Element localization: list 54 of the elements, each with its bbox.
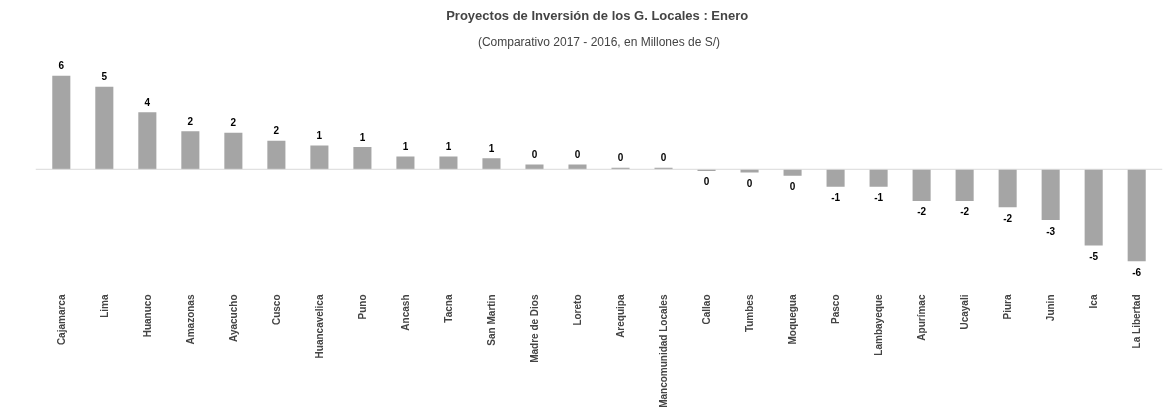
data-label: -2 [960, 206, 970, 218]
x-tick-label: Tumbes [744, 294, 756, 333]
x-tick-label: La Libertad [1131, 294, 1143, 349]
data-label: 4 [144, 96, 151, 108]
data-label: -6 [1132, 266, 1142, 278]
data-label: 2 [230, 117, 237, 129]
x-tick-label: Puno [356, 294, 368, 320]
data-label: -5 [1089, 250, 1099, 262]
data-label: 1 [316, 130, 323, 142]
x-tick-label: Cajamarca [55, 294, 67, 346]
x-tick-label: Moquegua [787, 294, 799, 345]
x-tick-label: Lima [98, 294, 110, 318]
data-label: 2 [187, 115, 194, 127]
data-label: 0 [531, 149, 538, 161]
data-label: 1 [445, 141, 452, 153]
data-label: 2 [273, 125, 280, 137]
x-tick-label: Loreto [571, 294, 583, 326]
data-label: 5 [101, 71, 108, 83]
data-label: -1 [874, 192, 884, 204]
data-label: 0 [660, 152, 667, 164]
x-tick-label: San Martin [485, 294, 497, 346]
x-tick-label: Piura [1002, 294, 1014, 320]
x-tick-label: Lambayeque [873, 294, 885, 356]
x-tick-label: Arequipa [615, 294, 627, 338]
data-label: 0 [703, 176, 710, 188]
x-tick-label: Ucayali [959, 294, 971, 330]
x-tick-label: Mancomunidad Locales [658, 294, 670, 408]
data-label: 0 [746, 177, 753, 189]
x-tick-label: Huancavelica [313, 294, 325, 359]
data-label: -2 [1003, 212, 1013, 224]
x-tick-label: Amazonas [184, 294, 196, 345]
x-tick-label: Huanuco [141, 294, 153, 338]
data-label: 6 [58, 60, 65, 72]
chart-title: Proyectos de Inversión de los G. Locales : Enero [446, 7, 749, 23]
x-tick-label: Ancash [399, 294, 411, 331]
x-tick-label: Ayacucho [227, 294, 239, 342]
x-tick-label: Cusco [270, 294, 282, 326]
x-tick-label: Apurímac [916, 294, 928, 341]
x-tick-label: Ica [1088, 294, 1100, 309]
data-label: -2 [917, 206, 927, 218]
data-label: 1 [402, 141, 409, 153]
data-label: -3 [1046, 225, 1056, 237]
data-label: 1 [359, 131, 366, 143]
x-tick-label: Pasco [830, 294, 842, 324]
x-tick-label: Junin [1045, 294, 1057, 322]
data-label: 0 [789, 181, 796, 193]
data-label: 0 [574, 149, 581, 161]
x-tick-label: Callao [701, 294, 713, 325]
data-label: -1 [831, 192, 841, 204]
data-label: 0 [617, 152, 624, 164]
x-tick-label: Madre de Dios [528, 294, 540, 363]
data-label: 1 [488, 142, 495, 154]
x-tick-label: Tacna [442, 294, 454, 323]
chart-subtitle: (Comparativo 2017 - 2016, en Millones de S/) [477, 34, 721, 49]
